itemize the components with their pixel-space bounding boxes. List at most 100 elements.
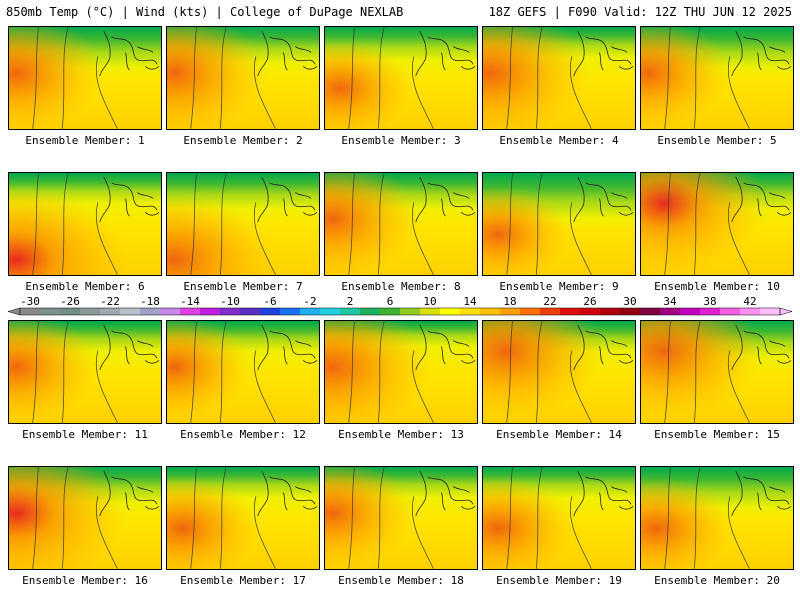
ensemble-member-label: Ensemble Member: 13 xyxy=(338,428,464,441)
lake-outline xyxy=(257,176,318,223)
colorbar-segment xyxy=(580,308,601,315)
lake-outline xyxy=(415,324,476,371)
ensemble-map-18 xyxy=(324,466,478,570)
ensemble-member-label: Ensemble Member: 19 xyxy=(496,574,622,587)
isoline xyxy=(348,173,434,275)
colorbar-segment xyxy=(360,308,381,315)
colorbar-segment xyxy=(20,308,41,315)
colorbar-segment xyxy=(120,308,141,315)
isoline xyxy=(506,27,592,129)
ensemble-map-16 xyxy=(8,466,162,570)
ensemble-member-label: Ensemble Member: 6 xyxy=(25,280,145,293)
colorbar-tick-label: -10 xyxy=(220,296,240,308)
colorbar-segment xyxy=(660,308,681,315)
lake-outline xyxy=(99,470,160,517)
colorbar-segment xyxy=(640,308,661,315)
colorbar-tick-label: -30 xyxy=(20,296,40,308)
ensemble-map-13 xyxy=(324,320,478,424)
colorbar-tick-label: -6 xyxy=(263,296,276,308)
lake-outline xyxy=(731,470,792,517)
lake-outline xyxy=(415,176,476,223)
model-run-info: 18Z GEFS | F090 Valid: 12Z THU JUN 12 20… xyxy=(488,5,792,19)
ensemble-member-label: Ensemble Member: 8 xyxy=(341,280,461,293)
lake-outline xyxy=(573,30,634,77)
ensemble-map-15 xyxy=(640,320,794,424)
colorbar-tick-label: 34 xyxy=(663,296,677,308)
colorbar-segment xyxy=(480,308,501,315)
lake-outline xyxy=(731,176,792,223)
colorbar-tick-label: 42 xyxy=(743,296,756,308)
isoline xyxy=(32,173,118,275)
ensemble-member-label: Ensemble Member: 17 xyxy=(180,574,306,587)
isoline xyxy=(506,467,592,569)
colorbar-segment xyxy=(460,308,481,315)
ensemble-member-label: Ensemble Member: 3 xyxy=(341,134,461,147)
colorbar-segment xyxy=(380,308,401,315)
colorbar-tick-label: 6 xyxy=(387,296,394,308)
ensemble-map-7 xyxy=(166,172,320,276)
ensemble-map-2 xyxy=(166,26,320,130)
isoline xyxy=(348,27,434,129)
colorbar-segment xyxy=(220,308,241,315)
colorbar-segment xyxy=(40,308,61,315)
lake-outline xyxy=(99,30,160,77)
colorbar-segment xyxy=(720,308,741,315)
lake-outline xyxy=(731,30,792,77)
ensemble-member-label: Ensemble Member: 12 xyxy=(180,428,306,441)
colorbar-segment xyxy=(60,308,81,315)
isoline xyxy=(190,321,276,423)
isoline xyxy=(32,27,118,129)
lake-outline xyxy=(573,176,634,223)
colorbar-tick-label: 10 xyxy=(423,296,436,308)
colorbar-segment xyxy=(180,308,201,315)
ensemble-member-label: Ensemble Member: 20 xyxy=(654,574,780,587)
colorbar-segment xyxy=(200,308,221,315)
colorbar-segment xyxy=(140,308,161,315)
isoline xyxy=(664,173,750,275)
ensemble-map-8 xyxy=(324,172,478,276)
isoline xyxy=(190,467,276,569)
lake-outline xyxy=(573,324,634,371)
lake-outline xyxy=(573,470,634,517)
colorbar-tick-label: -14 xyxy=(180,296,200,308)
ensemble-member-label: Ensemble Member: 7 xyxy=(183,280,303,293)
colorbar-tick-label: 38 xyxy=(703,296,716,308)
colorbar-segment xyxy=(500,308,521,315)
ensemble-map-11 xyxy=(8,320,162,424)
ensemble-member-label: Ensemble Member: 16 xyxy=(22,574,148,587)
colorbar-segment xyxy=(440,308,461,315)
lake-outline xyxy=(99,176,160,223)
ensemble-map-10 xyxy=(640,172,794,276)
isoline xyxy=(664,467,750,569)
colorbar-segment xyxy=(420,308,441,315)
ensemble-member-label: Ensemble Member: 18 xyxy=(338,574,464,587)
colorbar-segment xyxy=(540,308,561,315)
colorbar-segment xyxy=(560,308,581,315)
ensemble-map-12 xyxy=(166,320,320,424)
ensemble-map-5 xyxy=(640,26,794,130)
colorbar-tick-label: -22 xyxy=(100,296,120,308)
ensemble-member-label: Ensemble Member: 4 xyxy=(499,134,619,147)
lake-outline xyxy=(99,324,160,371)
ensemble-member-label: Ensemble Member: 1 xyxy=(25,134,145,147)
lake-outline xyxy=(257,324,318,371)
colorbar-segment xyxy=(400,308,421,315)
isoline xyxy=(190,27,276,129)
lake-outline xyxy=(731,324,792,371)
colorbar-tick-label: 2 xyxy=(347,296,354,308)
ensemble-member-label: Ensemble Member: 10 xyxy=(654,280,780,293)
colorbar-tick-label: -26 xyxy=(60,296,80,308)
colorbar-segment xyxy=(740,308,761,315)
lake-outline xyxy=(257,470,318,517)
ensemble-map-17 xyxy=(166,466,320,570)
ensemble-map-14 xyxy=(482,320,636,424)
ensemble-member-label: Ensemble Member: 15 xyxy=(654,428,780,441)
colorbar-max-arrow xyxy=(779,307,792,316)
ensemble-map-9 xyxy=(482,172,636,276)
colorbar-min-arrow xyxy=(8,307,21,316)
ensemble-map-4 xyxy=(482,26,636,130)
colorbar-tick-label: 30 xyxy=(623,296,636,308)
colorbar-segment xyxy=(600,308,621,315)
colorbar-tick-label: -18 xyxy=(140,296,160,308)
colorbar-segment xyxy=(100,308,121,315)
